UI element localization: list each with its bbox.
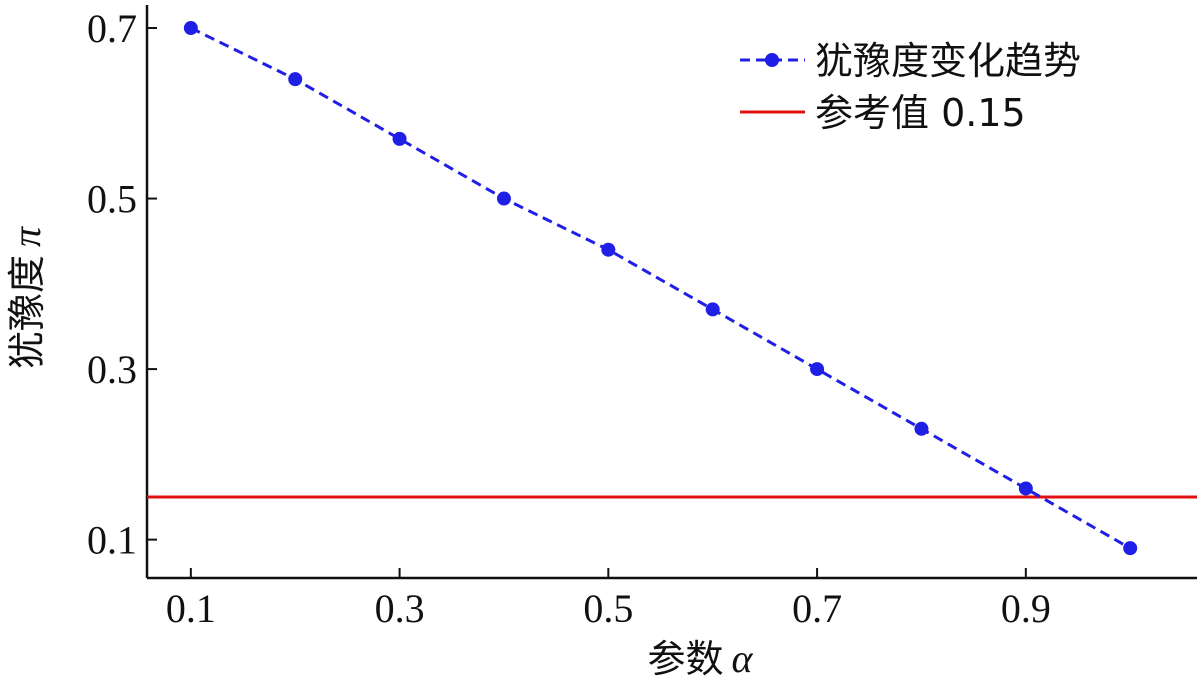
legend-reference-label: 参考值 0.15: [815, 91, 1026, 135]
x-tick-label: 0.3: [375, 586, 425, 631]
x-tick-label: 0.9: [1001, 586, 1051, 631]
y-tick-label: 0.1: [87, 518, 137, 563]
x-axis-symbol: α: [732, 636, 754, 681]
x-axis-title: 参数 α: [647, 636, 753, 681]
x-tick-label: 0.5: [583, 586, 633, 631]
data-point: [1018, 481, 1033, 496]
data-point: [601, 242, 616, 257]
y-axis-title-text: 犹豫度: [5, 255, 49, 369]
data-point: [1123, 541, 1138, 556]
series-layer: [183, 21, 1138, 556]
legend: 犹豫度变化趋势 参考值 0.15: [740, 39, 1081, 135]
data-point: [183, 21, 198, 36]
ticks: 0.1 0.3 0.5 0.7 0.1 0.3 0.5 0.7 0.9: [87, 6, 1051, 631]
x-tick-label: 0.7: [792, 586, 842, 631]
series-line: [190, 26, 1131, 550]
x-axis-title-text: 参数: [647, 637, 723, 681]
data-point: [392, 131, 407, 146]
y-tick-label: 0.5: [87, 177, 137, 222]
x-tick-label: 0.1: [166, 586, 216, 631]
data-point: [810, 362, 825, 377]
y-tick-label: 0.3: [87, 347, 137, 392]
y-axis-title: 犹豫度 π: [4, 226, 49, 369]
data-point: [288, 72, 303, 87]
legend-series-marker: [765, 53, 779, 67]
y-axis-symbol: π: [4, 226, 49, 247]
data-point: [705, 302, 720, 317]
data-point: [914, 421, 929, 436]
y-tick-label: 0.7: [87, 6, 137, 51]
axes: [145, 5, 1197, 580]
data-point: [496, 191, 511, 206]
legend-series-label: 犹豫度变化趋势: [815, 39, 1081, 83]
